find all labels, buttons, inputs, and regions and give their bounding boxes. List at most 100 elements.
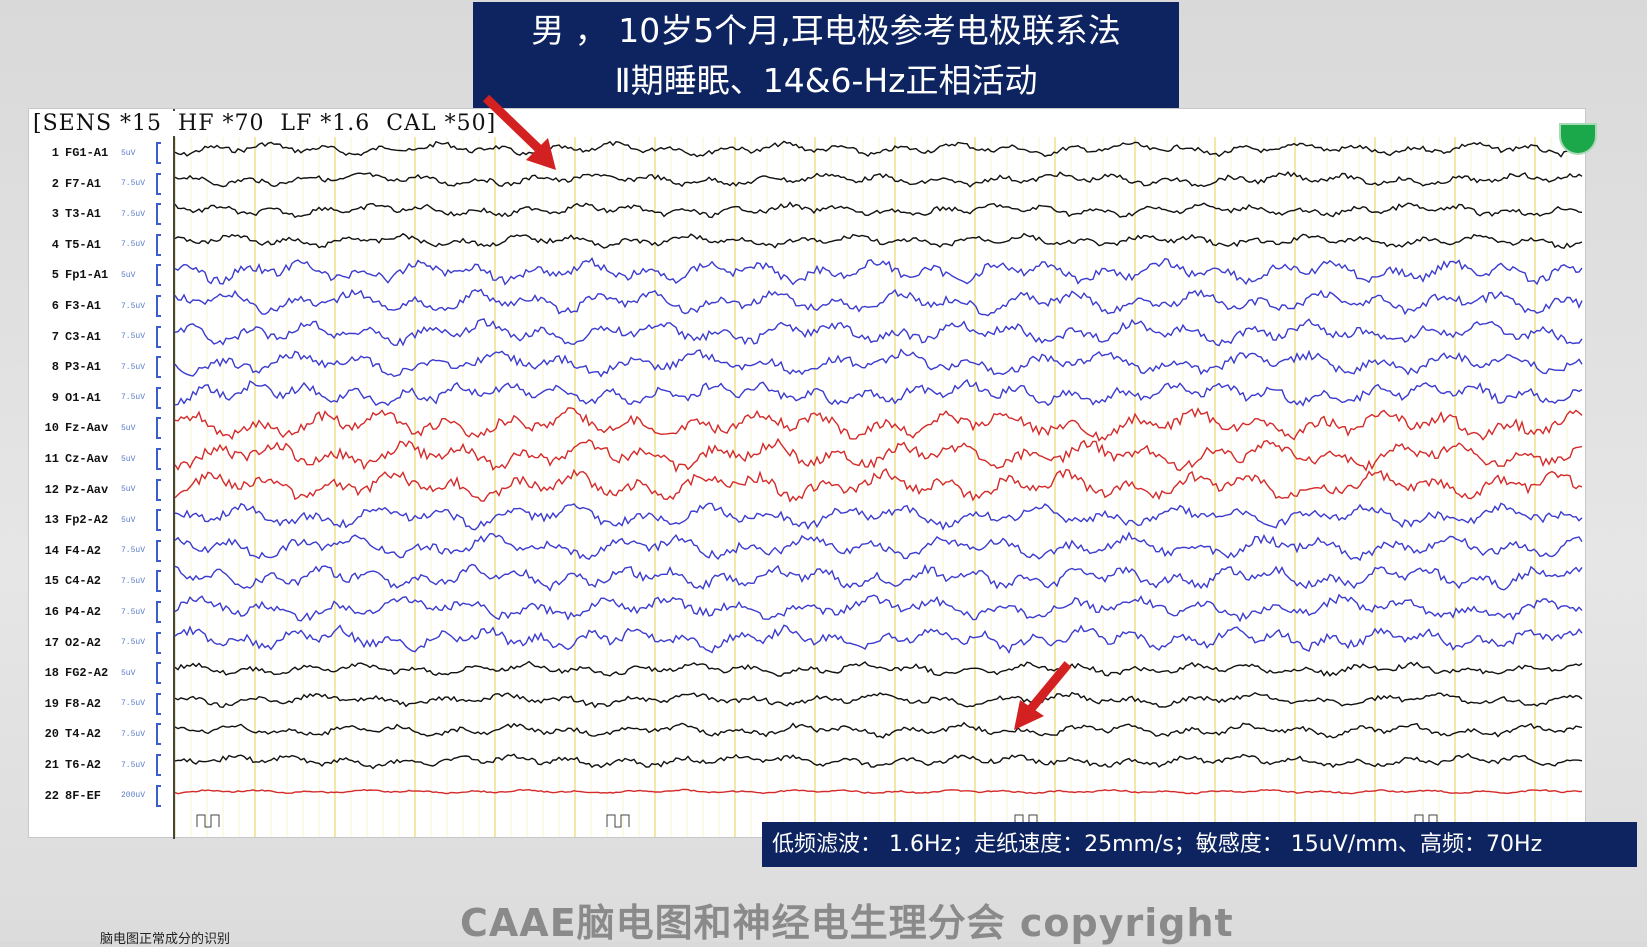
channel-label-row: 20 T4-A2 7.5uV [29, 720, 173, 748]
channel-label-row: 14 F4-A2 7.5uV [29, 537, 173, 565]
channel-sensitivity: 5uV [121, 270, 136, 280]
channel-sensitivity: 7.5uV [121, 362, 146, 372]
channel-label-row: 18 FG2-A2 5uV [29, 659, 173, 687]
calibration-bracket [156, 233, 161, 256]
channel-label-row: 7 C3-A1 7.5uV [29, 323, 173, 351]
channel-sensitivity: 7.5uV [121, 607, 146, 617]
channel-label-row: 4 T5-A1 7.5uV [29, 231, 173, 259]
channel-name: C3-A1 [65, 329, 102, 344]
eeg-trace-21 [175, 752, 1583, 770]
channel-name: F3-A1 [65, 299, 102, 313]
channel-label-row: 13 Fp2-A2 5uV [29, 506, 173, 534]
channel-sensitivity: 7.5uV [121, 760, 146, 770]
channel-name: T4-A2 [65, 727, 102, 742]
eeg-trace-14 [175, 531, 1583, 562]
channel-name: Fp1-A1 [65, 268, 109, 283]
red-arrow-top [482, 94, 556, 170]
calibration-bracket [156, 478, 161, 501]
channel-sensitivity: 7.5uV [121, 546, 146, 556]
event-marker [196, 814, 220, 828]
channel-name: P3-A1 [65, 360, 102, 375]
calibration-bracket [156, 631, 161, 654]
channel-number: 8 [51, 360, 59, 375]
channel-sensitivity: 5uV [121, 454, 136, 464]
channel-name: Fp2-A2 [65, 513, 109, 528]
bottom-note: 脑电图正常成分的识别 [100, 932, 231, 947]
calibration-bracket [156, 692, 161, 715]
calibration-bracket [156, 264, 161, 287]
calibration-bracket [156, 662, 161, 685]
eeg-trace-13 [175, 502, 1583, 531]
red-arrow-bottom [1014, 661, 1072, 730]
channel-number: 10 [44, 421, 59, 436]
calibration-bracket [156, 784, 161, 807]
channel-number: 22 [44, 788, 59, 803]
channel-number: 14 [44, 543, 59, 558]
eeg-trace-1 [175, 140, 1583, 158]
channel-sensitivity: 7.5uV [121, 301, 146, 311]
eeg-trace-15 [175, 563, 1583, 592]
channel-label-row: 21 T6-A2 7.5uV [29, 751, 173, 779]
channel-label-row: 22 8F-EF 200uV [29, 782, 173, 810]
eeg-trace-17 [175, 624, 1583, 655]
calibration-bracket [156, 570, 161, 593]
channel-label-row: 2 F7-A1 7.5uV [29, 170, 173, 198]
copyright-text: CAAE脑电图和神经电生理分会 copyright [460, 901, 1234, 945]
channel-sensitivity: 5uV [121, 423, 136, 433]
channel-number: 9 [51, 390, 59, 405]
channel-label-row: 1 FG1-A1 5uV [29, 139, 173, 167]
channel-number: 17 [44, 635, 59, 650]
channel-name: FG1-A1 [65, 146, 109, 160]
calibration-bracket [156, 754, 161, 776]
eeg-trace-5 [175, 257, 1583, 286]
channel-name: T6-A2 [65, 758, 102, 772]
channel-label-row: 8 P3-A1 7.5uV [29, 353, 173, 381]
channel-label-row: 3 T3-A1 7.5uV [29, 200, 173, 228]
calibration-bracket [156, 539, 161, 562]
calibration-bracket [156, 172, 161, 195]
channel-sensitivity: 7.5uV [121, 638, 146, 648]
calibration-bracket [156, 142, 161, 164]
eeg-trace-8 [175, 348, 1583, 378]
channel-name: O1-A1 [65, 390, 102, 405]
channel-label-row: 19 F8-A2 7.5uV [29, 690, 173, 718]
channel-number: 19 [44, 696, 59, 711]
eeg-trace-11 [175, 437, 1583, 473]
channel-name: O2-A2 [65, 635, 102, 650]
channel-sensitivity: 7.5uV [121, 179, 146, 189]
calibration-bracket [156, 723, 161, 746]
eeg-trace-18 [175, 660, 1583, 677]
channel-name: F8-A2 [65, 696, 102, 711]
channel-sensitivity: 5uV [121, 485, 136, 495]
eeg-trace-22 [175, 788, 1582, 795]
channel-sensitivity: 7.5uV [121, 729, 146, 739]
calibration-bracket [156, 295, 161, 317]
calibration-bracket [156, 386, 161, 409]
channel-label-row: 16 P4-A2 7.5uV [29, 598, 173, 626]
eeg-traces [175, 137, 1583, 837]
channel-label-row: 9 O1-A1 7.5uV [29, 384, 173, 412]
channel-number: 2 [51, 176, 59, 191]
channel-name: T5-A1 [65, 237, 102, 252]
channel-name: 8F-EF [65, 788, 102, 803]
calibration-bracket [156, 203, 161, 226]
channel-sensitivity: 7.5uV [121, 332, 146, 342]
channel-number: 21 [44, 758, 59, 772]
channel-sensitivity: 200uV [121, 791, 146, 801]
channel-number: 16 [44, 605, 59, 619]
eeg-trace-12 [175, 468, 1583, 503]
channel-name: F7-A1 [65, 176, 102, 191]
channel-number: 1 [51, 146, 59, 160]
channel-sensitivity: 7.5uV [121, 209, 146, 219]
channel-name: Fz-Aav [65, 421, 109, 436]
channel-name: Pz-Aav [65, 482, 109, 497]
channel-name: P4-A2 [65, 605, 102, 619]
channel-name: T3-A1 [65, 207, 102, 222]
channel-label-row: 5 Fp1-A1 5uV [29, 261, 173, 289]
channel-number: 5 [51, 268, 59, 283]
calibration-bracket [156, 325, 161, 348]
eeg-trace-19 [175, 691, 1583, 709]
channel-number: 7 [51, 329, 59, 344]
channel-name: C4-A2 [65, 574, 102, 589]
channel-label-row: 15 C4-A2 7.5uV [29, 567, 173, 595]
